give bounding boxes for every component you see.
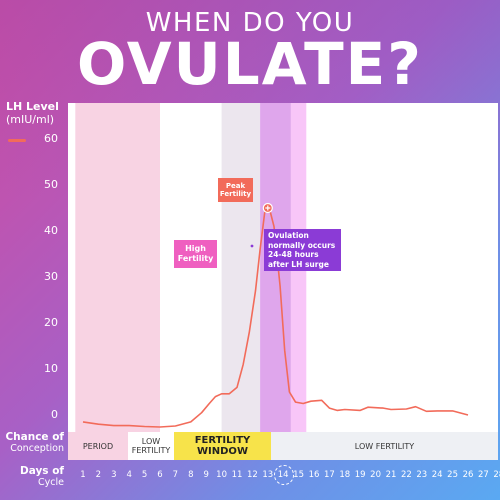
high-fertility-band bbox=[221, 103, 261, 432]
day-tick-label: 5 bbox=[141, 470, 148, 480]
phase-fertility-window: FERTILITY WINDOW bbox=[174, 432, 271, 460]
day-tick-label: 24 bbox=[431, 470, 443, 480]
period-band bbox=[75, 103, 160, 432]
y-tick-label: 10 bbox=[44, 362, 58, 375]
day-tick-label: 4 bbox=[126, 470, 132, 480]
y-tick-label: 40 bbox=[44, 224, 58, 237]
day-tick-label: 27 bbox=[477, 470, 489, 480]
day-tick-label: 12 bbox=[246, 470, 258, 480]
day-tick-label: 1 bbox=[80, 470, 86, 480]
day-tick-label: 13 bbox=[262, 470, 274, 480]
peak-fertility-callout: Peak Fertility bbox=[218, 178, 253, 202]
day-tick-label: 8 bbox=[188, 470, 194, 480]
day-tick-label: 7 bbox=[172, 470, 179, 480]
y-tick-label: 60 bbox=[44, 132, 58, 145]
ovulation-callout: Ovulation normally occurs 24-48 hours af… bbox=[264, 229, 341, 271]
day-tick-label: 17 bbox=[323, 470, 335, 480]
lh-series-line bbox=[82, 207, 469, 428]
y-tick-label: 30 bbox=[44, 270, 58, 283]
day-tick-label: 15 bbox=[293, 470, 304, 480]
ovulation-pointer-dot bbox=[250, 244, 254, 248]
title-line2: OVULATE? bbox=[77, 30, 423, 98]
chance-of-conception-label: Chance of Conception bbox=[4, 431, 64, 455]
phase-low-fertility-2: LOW FERTILITY bbox=[271, 432, 498, 460]
day-tick-label: 21 bbox=[385, 470, 397, 480]
y-axis-title: LH Level (mIU/ml) bbox=[6, 100, 59, 126]
peak-marker-cross bbox=[265, 205, 271, 211]
title-line1: WHEN DO YOU bbox=[145, 8, 355, 38]
high-fertility-callout: High Fertility bbox=[174, 240, 217, 268]
y-axis-title-text: LH Level bbox=[6, 100, 59, 113]
day-tick-label: 23 bbox=[416, 470, 428, 480]
day-tick-label: 10 bbox=[216, 470, 227, 480]
lh-legend-line bbox=[8, 139, 26, 142]
highlighted-day-ring bbox=[274, 465, 295, 485]
chance-label-text: Chance of bbox=[5, 431, 64, 443]
day-tick-label: 26 bbox=[462, 470, 474, 480]
chance-label-sub: Conception bbox=[10, 443, 64, 454]
day-tick-label: 19 bbox=[354, 470, 366, 480]
day-tick-label: 6 bbox=[157, 470, 163, 480]
day-tick-label: 3 bbox=[111, 470, 117, 480]
day-tick-label: 9 bbox=[203, 470, 209, 480]
day-tick-label: 22 bbox=[400, 470, 412, 480]
day-tick-label: 2 bbox=[95, 470, 102, 480]
days-label-sub: Cycle bbox=[38, 477, 64, 488]
day-tick-label: 20 bbox=[370, 470, 381, 480]
phase-low-fertility-1: LOW FERTILITY bbox=[128, 432, 174, 460]
day-tick-label: 25 bbox=[447, 470, 458, 480]
y-tick-label: 0 bbox=[51, 408, 58, 421]
days-label-text: Days of bbox=[19, 465, 64, 477]
y-axis-unit: (mIU/ml) bbox=[6, 113, 55, 126]
days-of-cycle-label: Days of Cycle bbox=[4, 465, 64, 489]
day-tick-labels: 1 2 3 4 5 6 7 8 9 10 11 12 13 14 15 16 17 18 19 20 21 22 23 24 2… bbox=[0, 465, 500, 485]
day-tick-label: 11 bbox=[231, 470, 243, 480]
phase-period: PERIOD bbox=[68, 432, 128, 460]
y-tick-label: 50 bbox=[44, 178, 58, 191]
day-tick-label: 28 bbox=[493, 470, 500, 480]
day-tick-label: 18 bbox=[339, 470, 351, 480]
y-tick-label: 20 bbox=[44, 316, 58, 329]
day-tick-label: 16 bbox=[308, 470, 320, 480]
